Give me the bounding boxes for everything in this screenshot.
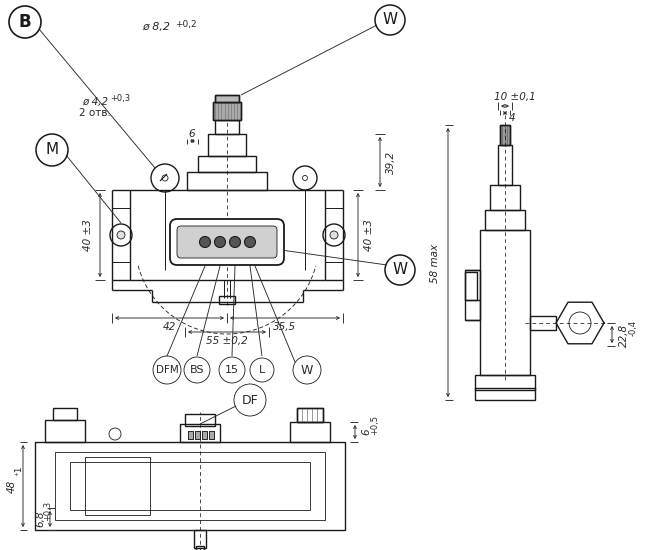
Bar: [195, 431, 200, 439]
Bar: [215, 95, 239, 102]
Bar: [215, 120, 239, 134]
Circle shape: [330, 231, 338, 239]
Bar: [490, 185, 520, 210]
Text: 39,2: 39,2: [386, 151, 396, 174]
Bar: [297, 408, 323, 422]
Text: 40 ±3: 40 ±3: [83, 219, 93, 251]
Circle shape: [117, 231, 125, 239]
Bar: [188, 431, 193, 439]
Bar: [465, 270, 480, 320]
FancyBboxPatch shape: [170, 219, 284, 265]
Bar: [485, 210, 525, 230]
Bar: [209, 431, 214, 439]
Bar: [475, 388, 535, 400]
Text: +0,2: +0,2: [175, 19, 196, 29]
Bar: [500, 125, 510, 145]
Text: 58 max: 58 max: [430, 244, 440, 283]
Text: W: W: [301, 364, 313, 377]
Circle shape: [244, 236, 256, 248]
Bar: [70, 462, 310, 510]
Bar: [194, 530, 206, 548]
Bar: [213, 102, 241, 120]
Circle shape: [229, 236, 240, 248]
Circle shape: [200, 236, 210, 248]
Text: 4: 4: [509, 113, 515, 123]
Text: -0,4: -0,4: [629, 320, 637, 336]
Bar: [35, 442, 345, 530]
Text: 55 ±0,2: 55 ±0,2: [206, 336, 248, 346]
Text: 10 ±0,1: 10 ±0,1: [494, 92, 536, 102]
Text: ø 8,2: ø 8,2: [142, 22, 170, 32]
Text: 22,8: 22,8: [619, 323, 629, 346]
Bar: [185, 414, 215, 426]
Bar: [465, 272, 477, 300]
Text: W: W: [382, 13, 397, 28]
Text: 15: 15: [225, 365, 239, 375]
Bar: [480, 230, 530, 375]
Text: +0,3: +0,3: [43, 501, 53, 521]
Bar: [85, 457, 150, 515]
Bar: [209, 431, 214, 439]
Bar: [215, 95, 239, 102]
Bar: [45, 420, 85, 442]
Bar: [53, 408, 77, 420]
Bar: [187, 172, 267, 190]
Circle shape: [214, 236, 225, 248]
FancyBboxPatch shape: [177, 226, 277, 258]
Bar: [208, 134, 246, 156]
Text: DF: DF: [242, 393, 258, 406]
Text: B: B: [18, 13, 32, 31]
Bar: [198, 156, 256, 172]
Bar: [180, 424, 220, 442]
Text: 6,8: 6,8: [35, 511, 45, 527]
Bar: [475, 375, 535, 390]
Text: 2 отв.: 2 отв.: [79, 108, 111, 118]
Text: W: W: [392, 262, 407, 278]
Bar: [188, 431, 193, 439]
Bar: [530, 316, 556, 330]
Text: 42: 42: [162, 322, 175, 332]
Text: DFM: DFM: [156, 365, 178, 375]
Text: 6: 6: [189, 129, 195, 139]
Bar: [219, 296, 235, 304]
Text: M: M: [45, 142, 58, 157]
Bar: [498, 145, 512, 185]
Bar: [213, 102, 241, 120]
Bar: [196, 546, 204, 550]
Text: L: L: [259, 365, 265, 375]
Bar: [500, 125, 510, 145]
Text: ø 4,2: ø 4,2: [82, 97, 108, 107]
Text: 40 ±3: 40 ±3: [364, 219, 374, 251]
Text: BS: BS: [190, 365, 204, 375]
Text: +0,3: +0,3: [110, 94, 130, 102]
Bar: [202, 431, 207, 439]
Bar: [290, 422, 330, 442]
Text: +0,5: +0,5: [371, 415, 380, 435]
Bar: [297, 408, 323, 422]
Bar: [55, 452, 325, 520]
Bar: [202, 431, 207, 439]
Text: 48: 48: [7, 480, 17, 493]
Text: 6: 6: [361, 428, 371, 435]
Bar: [195, 431, 200, 439]
Text: 35,5: 35,5: [273, 322, 296, 332]
Text: ⁺1: ⁺1: [14, 466, 24, 476]
